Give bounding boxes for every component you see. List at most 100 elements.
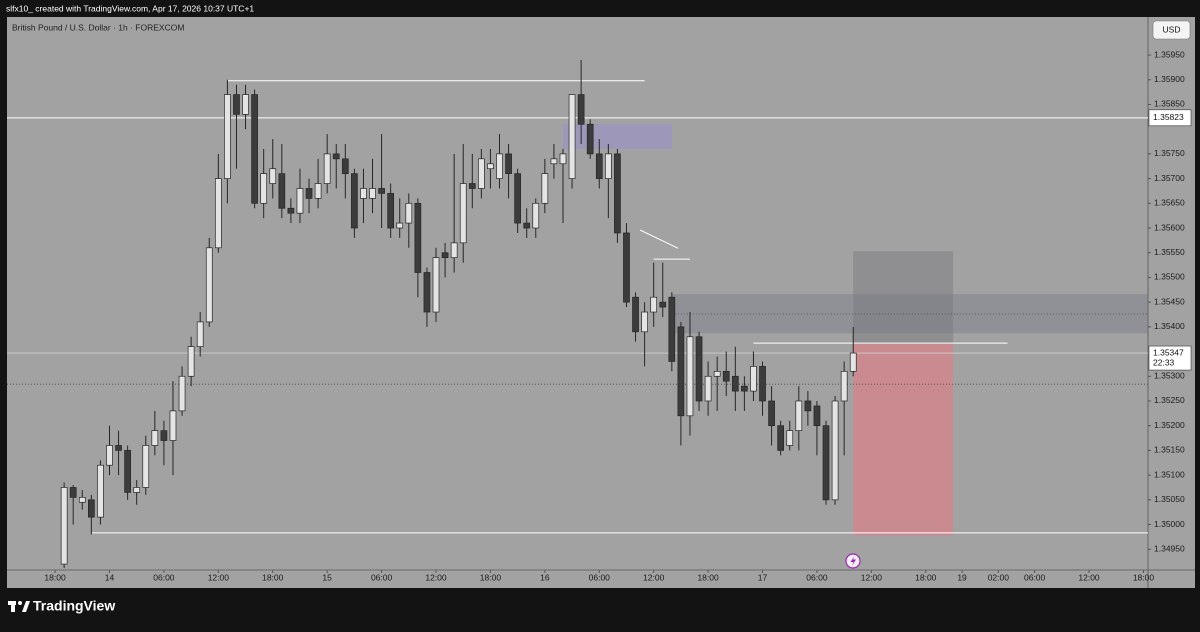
candle-body bbox=[759, 366, 766, 402]
candle-body bbox=[78, 497, 86, 503]
candle-body bbox=[595, 153, 603, 179]
y-tick-label: 1.35500 bbox=[1154, 272, 1185, 282]
x-tick-label: 18:00 bbox=[44, 572, 66, 582]
y-tick-label: 1.35850 bbox=[1154, 99, 1185, 109]
candle-body bbox=[332, 153, 340, 160]
candle-body bbox=[115, 445, 122, 451]
candle-body bbox=[768, 400, 775, 427]
x-tick-label: 12:00 bbox=[425, 572, 447, 582]
y-tick-label: 1.35150 bbox=[1154, 445, 1185, 455]
candle-body bbox=[360, 188, 367, 199]
candle-body bbox=[777, 425, 785, 451]
candle-body bbox=[97, 464, 104, 518]
candle-body bbox=[840, 370, 848, 402]
candle-body bbox=[577, 94, 585, 125]
candle-body bbox=[378, 188, 385, 194]
zone bbox=[853, 251, 953, 345]
y-tick-label: 1.35100 bbox=[1154, 469, 1185, 479]
x-tick-label: 12:00 bbox=[208, 572, 230, 582]
candle-body bbox=[205, 247, 213, 323]
y-tick-label: 1.34950 bbox=[1154, 543, 1185, 553]
x-tick-label: 18:00 bbox=[480, 572, 502, 582]
y-tick-label: 1.35250 bbox=[1154, 395, 1185, 405]
y-tick-label: 1.35550 bbox=[1154, 247, 1185, 257]
candle-body bbox=[813, 405, 821, 427]
candle-body bbox=[604, 153, 612, 179]
candle-body bbox=[614, 153, 621, 234]
candle-body bbox=[468, 183, 476, 189]
marked-level-label: 1.35823 bbox=[1153, 112, 1184, 122]
x-tick-label: 06:00 bbox=[589, 572, 611, 582]
candle-body bbox=[260, 173, 268, 204]
x-tick-label: 17 bbox=[758, 572, 768, 582]
y-tick-label: 1.35400 bbox=[1154, 321, 1185, 331]
last-price-box bbox=[1148, 345, 1192, 371]
x-tick-label: 06:00 bbox=[806, 572, 828, 582]
candle-body bbox=[323, 153, 331, 184]
candle-body bbox=[369, 188, 376, 199]
candle-body bbox=[387, 193, 395, 229]
x-tick-label: 06:00 bbox=[371, 572, 393, 582]
candle-body bbox=[586, 123, 594, 155]
y-tick-label: 1.35450 bbox=[1154, 296, 1185, 306]
candle-body bbox=[650, 296, 658, 313]
x-tick-label: 02:00 bbox=[988, 572, 1010, 582]
candle-body bbox=[251, 94, 258, 204]
candle-body bbox=[741, 385, 748, 392]
candle-body bbox=[704, 375, 712, 402]
y-tick-label: 1.35750 bbox=[1154, 148, 1185, 158]
candle-body bbox=[505, 153, 512, 175]
marked-level-box bbox=[1148, 109, 1192, 127]
logo-part bbox=[18, 601, 22, 605]
candle-body bbox=[623, 232, 630, 303]
candle-body bbox=[151, 430, 159, 446]
candle-body bbox=[351, 173, 358, 229]
y-tick-label: 1.35600 bbox=[1154, 222, 1185, 232]
candle-body bbox=[641, 311, 648, 333]
candle-body bbox=[196, 321, 204, 347]
candle-body bbox=[731, 375, 739, 392]
zone bbox=[853, 344, 953, 536]
x-tick-label: 19 bbox=[957, 572, 967, 582]
candle-body bbox=[677, 326, 685, 417]
candle-body bbox=[822, 425, 830, 501]
y-tick-label: 1.35200 bbox=[1154, 420, 1185, 430]
x-tick-label: 18:00 bbox=[915, 572, 937, 582]
candle-body bbox=[341, 158, 349, 175]
candle-body bbox=[849, 352, 857, 372]
countdown-label: 22:33 bbox=[1153, 357, 1175, 367]
candle-body bbox=[568, 94, 576, 179]
currency-button[interactable] bbox=[1152, 20, 1191, 40]
candle-body bbox=[550, 158, 558, 165]
y-tick-label: 1.35900 bbox=[1154, 74, 1185, 84]
candle-body bbox=[831, 400, 839, 501]
y-tick-label: 1.35700 bbox=[1154, 173, 1185, 183]
candle-body bbox=[214, 178, 222, 249]
x-tick-label: 18:00 bbox=[1133, 572, 1155, 582]
candle-body bbox=[532, 202, 540, 229]
candle-body bbox=[496, 153, 503, 179]
candle-body bbox=[414, 202, 422, 273]
candle-body bbox=[722, 370, 730, 382]
zone bbox=[562, 124, 672, 149]
candle-body bbox=[441, 252, 449, 259]
chart-background bbox=[7, 17, 1195, 588]
candle-body bbox=[160, 430, 168, 441]
x-tick-label: 16 bbox=[540, 572, 550, 582]
candle-body bbox=[423, 272, 431, 313]
x-tick-label: 15 bbox=[322, 572, 332, 582]
candle-body bbox=[668, 296, 676, 362]
candle-body bbox=[523, 222, 531, 229]
axes: 1.34950 1.35000 1.35050 1.35100 1.35150 1.352… bbox=[44, 49, 1192, 582]
y-tick-label: 1.35000 bbox=[1154, 519, 1185, 529]
y-tick-label: 1.35300 bbox=[1154, 371, 1185, 381]
candle-body bbox=[695, 336, 703, 402]
candle-body bbox=[686, 336, 694, 417]
candle-body bbox=[804, 400, 812, 412]
y-tick-label: 1.35650 bbox=[1154, 198, 1185, 208]
candle-body bbox=[314, 183, 322, 199]
currency-label[interactable]: USD bbox=[1163, 24, 1181, 34]
candle-body bbox=[450, 242, 458, 259]
last-price-label: 1.35347 bbox=[1153, 347, 1184, 357]
